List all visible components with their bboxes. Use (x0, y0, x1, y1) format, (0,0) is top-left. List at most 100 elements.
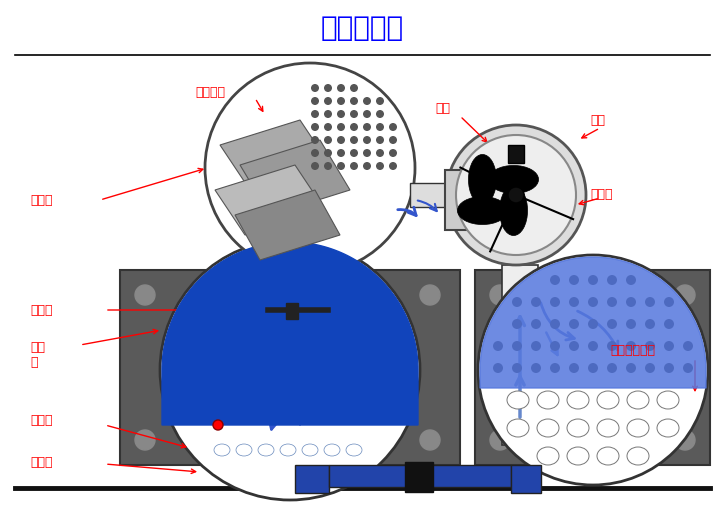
Circle shape (350, 110, 358, 118)
Circle shape (607, 341, 617, 351)
Circle shape (324, 97, 332, 105)
Circle shape (239, 270, 259, 290)
Ellipse shape (236, 444, 252, 456)
Circle shape (324, 162, 332, 170)
Circle shape (645, 363, 655, 373)
Circle shape (664, 341, 674, 351)
Circle shape (512, 297, 522, 307)
Circle shape (350, 84, 358, 92)
Text: 挡液板: 挡液板 (590, 188, 613, 201)
Circle shape (607, 297, 617, 307)
Circle shape (135, 430, 155, 450)
Circle shape (363, 162, 371, 170)
Circle shape (311, 110, 319, 118)
Bar (405, 462, 433, 492)
Circle shape (550, 297, 560, 307)
Circle shape (490, 430, 510, 450)
Circle shape (363, 97, 371, 105)
Circle shape (569, 297, 579, 307)
Circle shape (607, 275, 617, 285)
Circle shape (389, 162, 397, 170)
Circle shape (337, 97, 345, 105)
Ellipse shape (500, 185, 528, 235)
Circle shape (266, 270, 286, 290)
Circle shape (363, 123, 371, 131)
Ellipse shape (468, 155, 497, 205)
Ellipse shape (627, 419, 649, 437)
Circle shape (588, 341, 598, 351)
Circle shape (311, 97, 319, 105)
Circle shape (350, 162, 358, 170)
Circle shape (683, 363, 693, 373)
Circle shape (550, 341, 560, 351)
Text: 扩散板: 扩散板 (30, 304, 52, 317)
Circle shape (266, 326, 286, 346)
Text: 螺杆机结构: 螺杆机结构 (321, 14, 404, 42)
Text: 过冷器: 过冷器 (30, 414, 52, 427)
Bar (286, 303, 298, 319)
Circle shape (185, 326, 205, 346)
Circle shape (324, 110, 332, 118)
Circle shape (569, 363, 579, 373)
Circle shape (376, 136, 384, 144)
Circle shape (374, 354, 394, 374)
Circle shape (337, 162, 345, 170)
Circle shape (311, 162, 319, 170)
Circle shape (588, 319, 598, 329)
Ellipse shape (657, 391, 679, 409)
Circle shape (239, 298, 259, 318)
Circle shape (376, 123, 384, 131)
Circle shape (531, 297, 541, 307)
Text: 隔离阀: 隔离阀 (30, 193, 52, 207)
Circle shape (320, 270, 340, 290)
Circle shape (185, 298, 205, 318)
Circle shape (293, 354, 313, 374)
Circle shape (320, 382, 340, 402)
Bar (502, 265, 538, 445)
Circle shape (337, 123, 345, 131)
Polygon shape (162, 242, 418, 425)
Circle shape (347, 270, 367, 290)
Circle shape (376, 149, 384, 157)
Ellipse shape (214, 444, 230, 456)
Circle shape (664, 319, 674, 329)
Circle shape (531, 363, 541, 373)
Circle shape (185, 382, 205, 402)
Bar (120, 270, 460, 465)
Text: 隔离阀: 隔离阀 (30, 456, 52, 469)
Circle shape (376, 110, 384, 118)
Circle shape (588, 363, 598, 373)
Circle shape (675, 430, 695, 450)
Circle shape (588, 297, 598, 307)
Circle shape (626, 319, 636, 329)
Circle shape (185, 354, 205, 374)
Circle shape (569, 341, 579, 351)
Bar (329, 465, 511, 487)
Circle shape (607, 363, 617, 373)
Circle shape (213, 420, 223, 430)
Circle shape (626, 297, 636, 307)
Circle shape (337, 84, 345, 92)
Circle shape (675, 285, 695, 305)
Circle shape (376, 162, 384, 170)
Circle shape (337, 110, 345, 118)
Circle shape (420, 285, 440, 305)
Circle shape (205, 63, 415, 273)
Circle shape (645, 297, 655, 307)
Circle shape (293, 382, 313, 402)
Circle shape (212, 354, 232, 374)
Circle shape (389, 136, 397, 144)
Bar (445, 170, 490, 230)
Circle shape (363, 110, 371, 118)
Circle shape (266, 298, 286, 318)
Circle shape (212, 326, 232, 346)
Circle shape (490, 285, 510, 305)
Bar (292, 270, 328, 470)
Circle shape (363, 136, 371, 144)
Circle shape (508, 187, 524, 203)
Circle shape (350, 123, 358, 131)
Ellipse shape (627, 447, 649, 465)
Circle shape (239, 382, 259, 402)
Circle shape (531, 319, 541, 329)
Polygon shape (240, 140, 350, 215)
